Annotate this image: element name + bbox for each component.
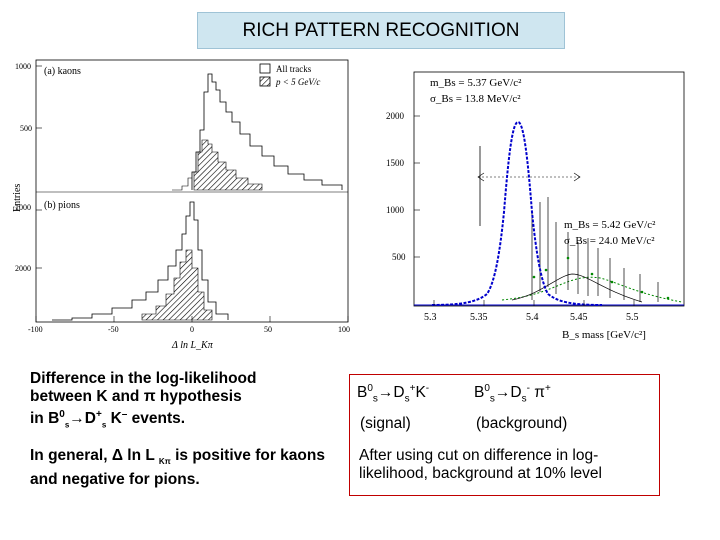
- para2a: In general,: [30, 447, 112, 465]
- pions-low-p-histogram: [141, 249, 213, 321]
- note-line3b: D: [84, 410, 96, 428]
- delta-lnl-axis-label: Δ ln L_Kπ: [171, 340, 214, 351]
- arrow-symbol: →: [69, 410, 85, 428]
- note-line3d: events.: [127, 410, 186, 428]
- legend-all-swatch: [259, 63, 271, 74]
- sup-0: 0: [59, 409, 65, 420]
- delta-symbol: Δ: [111, 447, 123, 465]
- legend-p-swatch: [259, 76, 271, 87]
- sup-minus: –: [121, 409, 128, 420]
- panel-b-label: (b) pions: [44, 200, 80, 211]
- a-ytick-1000: 1000: [15, 62, 31, 71]
- kaons-all-tracks-histogram: [191, 73, 343, 190]
- decay-channels-box: B0s→Ds+K- B0s→Ds- π+ (signal) (backgroun…: [349, 374, 660, 496]
- kaons-low-p-histogram: [193, 139, 263, 191]
- sub-s2: s: [101, 420, 107, 430]
- legend-p-cut: p < 5 GeV/c: [275, 77, 320, 87]
- mass-xtick-5.5: 5.5: [626, 312, 639, 323]
- b-ytick-2000: 2000: [15, 264, 31, 273]
- mass-xtick-5.4: 5.4: [526, 312, 539, 323]
- note-line3a: in B: [30, 410, 60, 428]
- conclusion-text: After using cut on difference in log-lik…: [359, 447, 602, 482]
- b-ytick-1000: 1000: [15, 203, 31, 212]
- pi-symbol: π: [143, 388, 156, 405]
- mass-xtick-5.35: 5.35: [470, 312, 488, 323]
- signal-mass-stat: m_Bs = 5.37 GeV/c²: [430, 77, 522, 89]
- background-data-points: [531, 197, 659, 302]
- mass-xtick-5.45: 5.45: [570, 312, 588, 323]
- a-ytick-500: 500: [20, 124, 32, 133]
- note-line1: Difference in the log-likelihood: [30, 370, 257, 387]
- mass-ytick-1000: 1000: [386, 205, 405, 215]
- background-gaussian: [511, 273, 643, 303]
- note-line3c: K: [106, 410, 122, 428]
- xtick-50: 50: [264, 325, 272, 334]
- background-mass-stat: m_Bs = 5.42 GeV/c²: [564, 219, 656, 231]
- mass-ytick-1500: 1500: [386, 158, 405, 168]
- note-line2b: hypothesis: [155, 388, 242, 405]
- likelihood-description: Difference in the log-likelihood between…: [30, 370, 340, 489]
- signal-width-stat: σ_Bs = 13.8 MeV/c²: [430, 93, 521, 105]
- xtick-neg100: -100: [28, 325, 43, 334]
- sup-plus: +: [96, 409, 102, 420]
- signal-decay: B0s→Ds+K-: [357, 383, 430, 405]
- background-label: (background): [476, 415, 568, 432]
- xtick-0: 0: [190, 325, 194, 334]
- mass-ytick-2000: 2000: [386, 111, 405, 121]
- signal-label: (signal): [360, 415, 411, 432]
- delta-lnl-histogram-figure: 1000 500 1000 2000 Entries (a) kaons (b)…: [12, 59, 350, 351]
- signal-fit-curve: [431, 120, 603, 306]
- note-line2a: between K and: [30, 388, 144, 405]
- mass-ytick-500: 500: [392, 252, 406, 262]
- xtick-neg50: -50: [108, 325, 119, 334]
- xtick-100: 100: [338, 325, 350, 334]
- mass-xtick-5.3: 5.3: [424, 312, 437, 323]
- bs-mass-fit-figure: 2000 1500 1000 500 m_Bs = 5.37 GeV/c² σ_…: [386, 71, 685, 341]
- background-decay: B0s→Ds- π+: [474, 383, 551, 405]
- pions-all-tracks-histogram: [52, 201, 229, 321]
- para2b: ln L: [122, 447, 159, 465]
- background-width-stat: σ_Bs = 24.0 MeV/c²: [564, 235, 655, 247]
- panel-a-label: (a) kaons: [44, 66, 81, 77]
- background-markers: [532, 256, 670, 300]
- entries-axis-label: Entries: [12, 184, 23, 212]
- mass-plot-frame: [413, 71, 685, 307]
- sub-kpi: Kπ: [158, 457, 171, 467]
- slide-title: RICH PATTERN RECOGNITION: [197, 12, 565, 49]
- para2c: is positive for kaons and negative for p…: [30, 447, 325, 489]
- sub-s: s: [64, 420, 70, 430]
- mass-axis-label: B_s mass [GeV/c²]: [562, 329, 646, 341]
- legend-all-tracks: All tracks: [276, 64, 312, 74]
